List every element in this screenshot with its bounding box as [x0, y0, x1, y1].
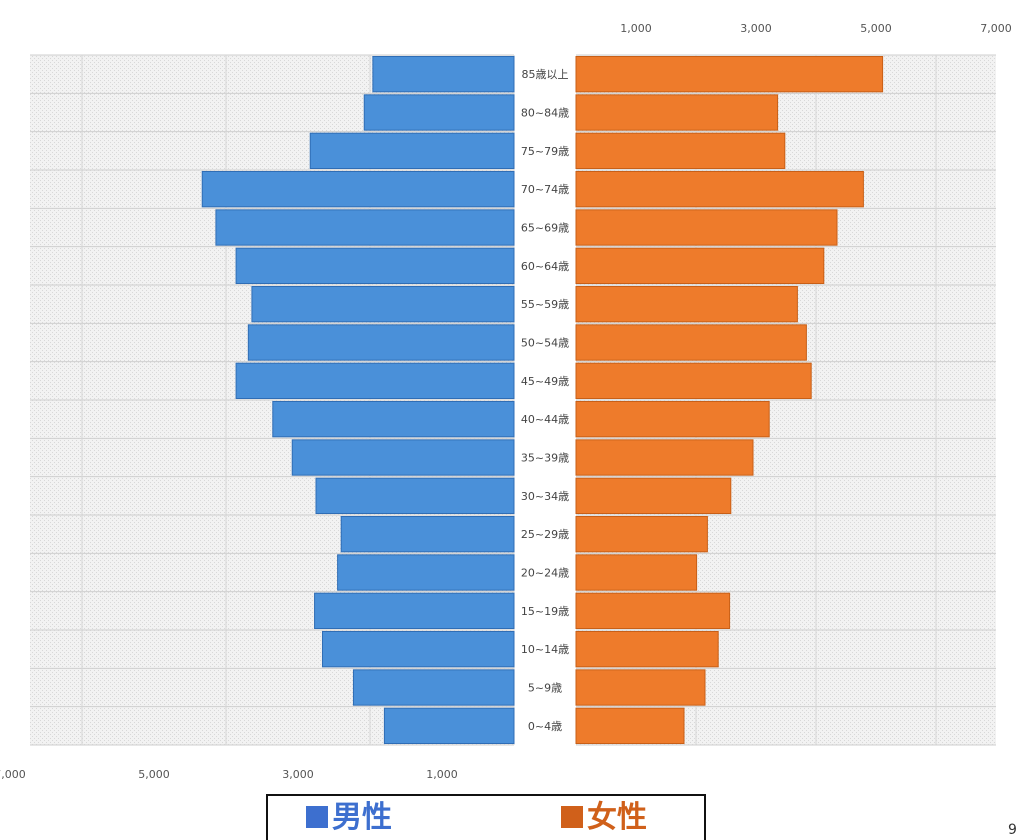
- bar-male-55~59歳: [251, 286, 515, 323]
- age-label: 80~84歳: [521, 107, 569, 120]
- legend: 男性 女性: [266, 794, 706, 840]
- bar-female-5~9歳: [575, 669, 706, 706]
- age-label: 85歳以上: [522, 68, 569, 81]
- top-tick-label: 7,000: [980, 22, 1012, 35]
- age-label: 10~14歳: [521, 643, 569, 656]
- bar-female-30~34歳: [575, 477, 732, 514]
- bar-male-65~69歳: [215, 209, 515, 246]
- bar-male-75~79歳: [309, 132, 515, 170]
- bar-female-10~14歳: [575, 631, 719, 668]
- bottom-tick-label: 5,000: [138, 768, 170, 781]
- bar-female-75~79歳: [575, 132, 786, 170]
- top-tick-label: 5,000: [860, 22, 892, 35]
- bar-female-45~49歳: [575, 362, 812, 399]
- bottom-tick-label: 7,000: [0, 768, 26, 781]
- bar-female-15~19歳: [575, 592, 731, 630]
- bar-female-50~54歳: [575, 324, 807, 361]
- age-label: 15~19歳: [521, 605, 569, 618]
- bar-male-80~84歳: [363, 94, 515, 131]
- age-labels: 0~4歳 5~9歳 10~14歳 15~19歳 20~24歳 25~29歳 30~34歳 35…: [521, 68, 569, 733]
- bar-female-20~24歳: [575, 554, 698, 591]
- bar-female-35~39歳: [575, 439, 754, 476]
- bar-male-45~49歳: [235, 362, 515, 399]
- age-label: 50~54歳: [521, 337, 569, 350]
- bar-male-30~34歳: [315, 477, 515, 514]
- age-label: 25~29歳: [521, 528, 569, 541]
- bar-female-80~84歳: [575, 94, 779, 131]
- legend-female-swatch: [561, 806, 583, 828]
- bar-female-40~44歳: [575, 401, 770, 438]
- legend-female: 女性: [561, 798, 647, 838]
- age-label: 5~9歳: [528, 682, 562, 695]
- bar-female-85歳以上: [575, 56, 884, 93]
- legend-male-label: 男性: [332, 800, 392, 835]
- bar-male-25~29歳: [340, 516, 515, 553]
- bar-male-40~44歳: [272, 401, 515, 438]
- age-label: 75~79歳: [521, 145, 569, 158]
- bottom-axis-ticks: 7,000 5,000 3,000 1,000: [0, 768, 458, 781]
- age-label: 60~64歳: [521, 260, 569, 273]
- bar-female-0~4歳: [575, 707, 685, 745]
- top-tick-label: 1,000: [620, 22, 652, 35]
- age-label: 45~49歳: [521, 375, 569, 388]
- bar-female-55~59歳: [575, 286, 798, 323]
- grid-lines: [30, 54, 996, 746]
- bar-female-25~29歳: [575, 516, 708, 553]
- bottom-tick-label: 1,000: [426, 768, 458, 781]
- bar-male-50~54歳: [247, 324, 515, 361]
- legend-female-label: 女性: [587, 800, 647, 835]
- age-label: 30~34歳: [521, 490, 569, 503]
- bar-male-35~39歳: [291, 439, 515, 476]
- bar-male-5~9歳: [352, 669, 515, 706]
- age-label: 40~44歳: [521, 413, 569, 426]
- bar-female-65~69歳: [575, 209, 838, 246]
- bar-female-60~64歳: [575, 247, 825, 285]
- bar-male-85歳以上: [372, 56, 515, 93]
- top-tick-label: 3,000: [740, 22, 772, 35]
- page-number: 9: [1008, 822, 1017, 838]
- legend-male: 男性: [306, 798, 392, 838]
- bar-male-0~4歳: [383, 707, 515, 745]
- age-label: 65~69歳: [521, 222, 569, 235]
- age-label: 55~59歳: [521, 298, 569, 311]
- bar-male-15~19歳: [314, 592, 515, 630]
- male-bars: [201, 56, 515, 745]
- female-bars: [575, 56, 884, 745]
- bottom-tick-label: 3,000: [282, 768, 314, 781]
- age-label: 70~74歳: [521, 183, 569, 196]
- population-pyramid-chart: 0~4歳 5~9歳 10~14歳 15~19歳 20~24歳 25~29歳 30~34歳 35…: [0, 22, 1012, 781]
- bar-male-60~64歳: [235, 247, 515, 285]
- age-label: 35~39歳: [521, 452, 569, 465]
- bar-male-10~14歳: [321, 631, 515, 668]
- bar-female-70~74歳: [575, 171, 864, 208]
- legend-male-swatch: [306, 806, 328, 828]
- bar-male-70~74歳: [201, 171, 515, 208]
- top-axis-ticks: 1,000 3,000 5,000 7,000: [620, 22, 1012, 35]
- age-label: 20~24歳: [521, 567, 569, 580]
- age-label: 0~4歳: [528, 720, 562, 733]
- bar-male-20~24歳: [337, 554, 515, 591]
